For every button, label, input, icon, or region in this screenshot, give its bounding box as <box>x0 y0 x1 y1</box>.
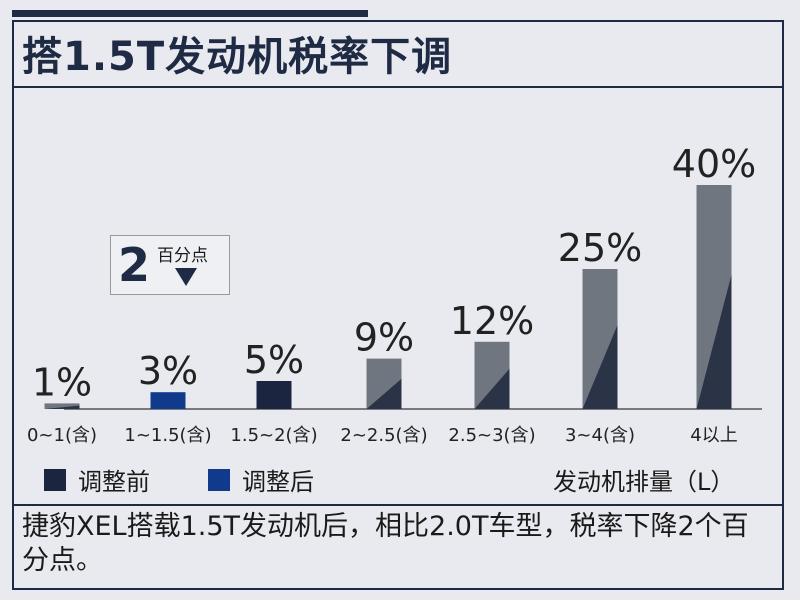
category-label: 2~2.5(含) <box>340 425 427 446</box>
bar-shadow <box>44 405 80 409</box>
category-label: 1~1.5(含) <box>124 425 211 446</box>
bar-shadow <box>366 378 402 409</box>
bar <box>256 381 292 409</box>
data-label: 9% <box>354 316 414 360</box>
bar-chart: 1% 0~1(含) 3% 1~1.5(含) 5% 1.5~2(含) 9% 2~2.5(含) 12… <box>27 142 762 446</box>
top-accent-bar <box>12 10 368 17</box>
title-box <box>14 22 782 88</box>
chart-title: 搭1.5T发动机税率下调 <box>22 34 453 80</box>
legend-item-after: 调整后 <box>208 462 314 497</box>
chart-area: 1% 0~1(含) 3% 1~1.5(含) 5% 1.5~2(含) 9% 2~2.5(含) 12… <box>14 88 782 504</box>
caption-text: 捷豹XEL搭载1.5T发动机后，相比2.0T车型，税率下降2个百分点。 <box>22 511 749 576</box>
legend-label-before: 调整前 <box>78 468 150 496</box>
data-label: 40% <box>672 142 756 186</box>
callout-box <box>110 235 230 295</box>
category-label: 4以上 <box>690 425 737 446</box>
x-axis-title: 发动机排量（L） <box>553 468 735 496</box>
data-label: 3% <box>138 349 198 393</box>
category-label: 1.5~2(含) <box>230 425 317 446</box>
legend-item-before: 调整前 <box>44 462 150 497</box>
legend-swatch-after <box>208 468 230 491</box>
legend-label-after: 调整后 <box>242 468 314 496</box>
data-label: 12% <box>450 299 534 343</box>
category-label: 3~4(含) <box>565 425 635 446</box>
bar <box>150 392 186 409</box>
category-label: 0~1(含) <box>27 425 97 446</box>
legend-swatch-before <box>44 468 66 491</box>
callout-text: 百分点 <box>157 246 208 266</box>
bar <box>44 403 80 409</box>
data-label: 25% <box>558 226 642 270</box>
category-label: 2.5~3(含) <box>448 425 535 446</box>
card-frame <box>12 20 784 590</box>
bar-shadow <box>582 325 618 409</box>
callout-number: 2 <box>118 238 151 292</box>
bar-shadow <box>474 368 510 409</box>
down-arrow-icon <box>175 268 197 286</box>
data-label: 1% <box>32 360 92 404</box>
caption-box <box>14 504 782 590</box>
data-label: 5% <box>244 338 304 382</box>
